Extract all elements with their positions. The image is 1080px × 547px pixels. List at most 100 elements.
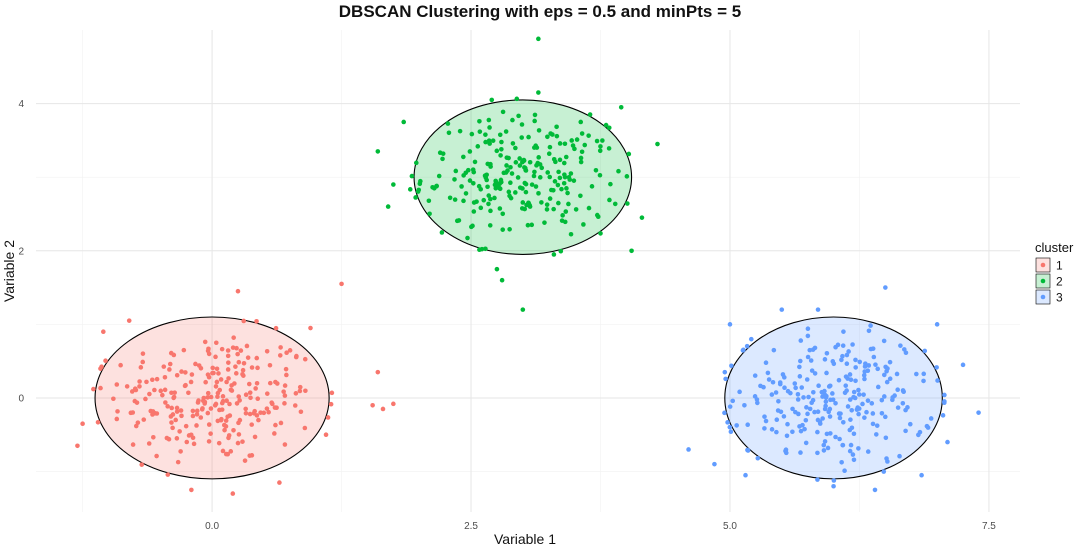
data-point [282,383,288,388]
data-point [447,195,453,201]
data-point [898,343,903,348]
data-point [506,189,512,195]
data-point [284,350,289,356]
data-point [494,266,500,272]
data-point [236,359,242,365]
data-point [436,173,442,179]
data-point [140,351,146,356]
data-point [752,394,758,399]
data-point [490,138,496,143]
data-point [894,371,900,377]
data-point [581,222,586,227]
data-point [626,151,632,157]
data-point [241,373,246,378]
data-point [589,184,595,189]
data-point [727,404,733,409]
data-point [565,190,570,196]
data-point [293,391,299,396]
data-point [568,231,574,237]
data-point [196,363,202,368]
data-point [212,403,218,408]
data-point [471,209,477,214]
data-point [857,359,863,365]
data-point [228,449,234,454]
data-point [241,318,247,324]
data-point [559,186,564,192]
legend-item-2: 2 [1035,273,1063,289]
data-point [804,377,810,382]
data-point [487,223,493,228]
data-point [822,388,827,394]
data-point [171,352,177,358]
data-point [205,410,211,416]
data-point [861,372,867,378]
data-point [935,378,940,383]
data-point [625,201,630,206]
data-point [446,130,452,136]
data-point [833,401,838,406]
data-point [154,453,159,459]
data-point [781,414,787,419]
data-point [594,212,600,218]
data-point [375,149,381,154]
data-point [866,363,872,368]
data-point [537,175,543,180]
data-point [784,433,790,439]
data-point [976,410,981,415]
data-point [866,328,872,334]
data-point [745,448,751,453]
data-point [430,184,435,190]
data-point [278,420,284,426]
data-point [179,369,184,374]
data-point [492,195,497,201]
data-point [391,401,396,407]
data-point [220,448,226,454]
data-point [776,399,781,404]
data-point [281,389,286,394]
x-tick-label: 0.0 [205,521,219,532]
data-point [482,173,488,178]
data-point [133,387,139,393]
data-point [563,209,569,214]
data-point [101,329,106,335]
data-point [846,349,851,354]
data-point [536,191,541,196]
data-point [861,392,866,397]
data-point [282,442,288,447]
data-point [734,423,739,428]
data-point [114,382,120,387]
data-point [798,358,803,364]
data-point [234,401,240,406]
data-point [803,417,809,423]
data-point [267,380,273,386]
data-point [184,439,190,445]
grid [36,30,1020,512]
data-point [223,451,229,457]
data-point [755,400,760,406]
data-point [264,391,270,396]
data-point [214,379,220,385]
data-point [277,353,283,358]
data-point [227,413,233,418]
data-point [862,364,868,369]
data-point [297,384,303,390]
data-point [254,319,259,324]
data-point [761,384,766,390]
data-point [519,206,525,211]
data-point [486,201,491,207]
data-point [469,131,475,137]
legend-key-dot [1040,262,1046,268]
data-point [269,400,275,405]
data-point [842,468,847,474]
data-point [824,393,829,399]
data-point [850,452,856,457]
data-point [849,408,855,413]
data-point [544,207,550,212]
data-point [302,425,308,431]
data-point [875,366,881,372]
data-point [508,164,513,170]
data-point [216,371,221,376]
data-point [452,177,457,182]
data-point [897,453,902,459]
data-point [827,414,833,419]
